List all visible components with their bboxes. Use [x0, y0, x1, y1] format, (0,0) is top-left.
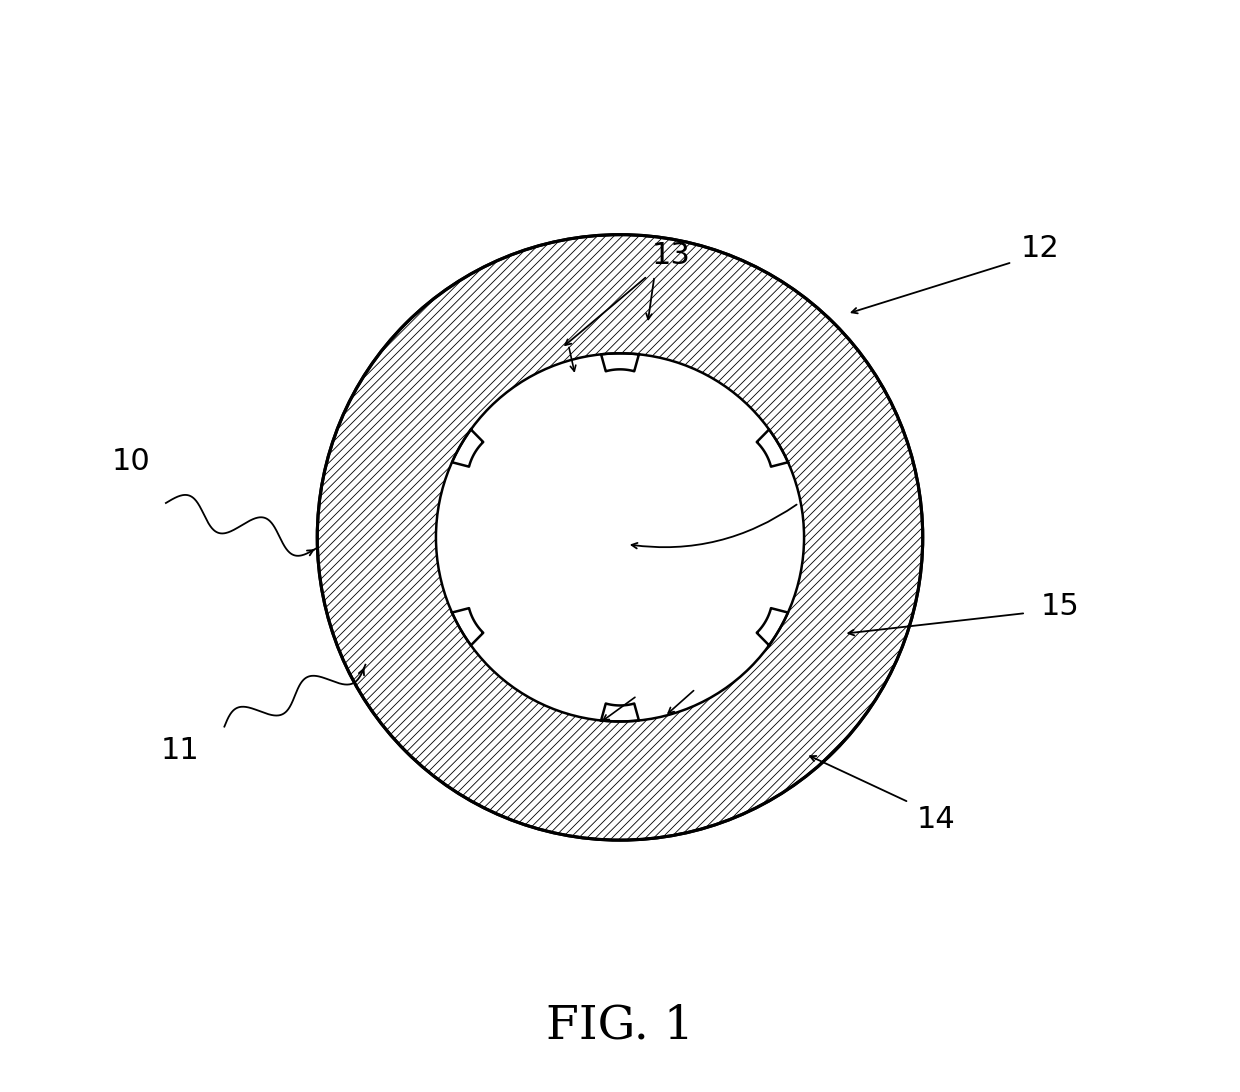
Polygon shape [601, 354, 639, 371]
Polygon shape [756, 608, 787, 645]
Polygon shape [453, 608, 484, 645]
Text: 13: 13 [652, 241, 691, 270]
Text: FIG. 1: FIG. 1 [546, 1004, 694, 1048]
Circle shape [436, 354, 804, 722]
Text: 12: 12 [1021, 234, 1059, 263]
Polygon shape [601, 703, 639, 722]
Text: 15: 15 [1040, 592, 1080, 620]
Text: 10: 10 [112, 448, 151, 476]
Text: 14: 14 [918, 805, 956, 834]
Text: 11: 11 [160, 736, 200, 765]
Polygon shape [453, 429, 484, 466]
Circle shape [317, 235, 923, 840]
Polygon shape [756, 429, 787, 466]
